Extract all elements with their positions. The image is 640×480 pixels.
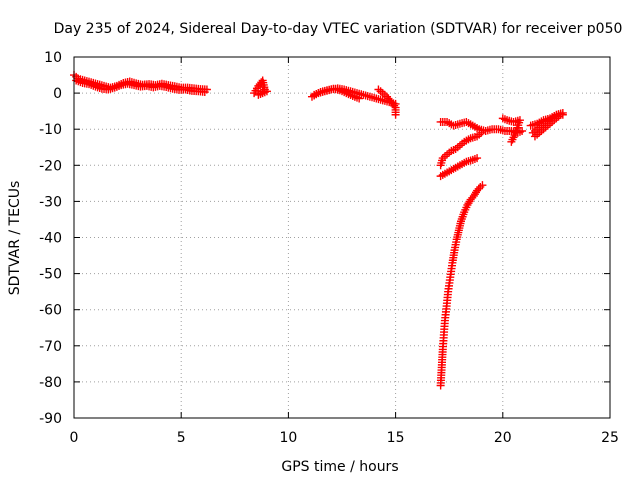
y-axis-label: SDTVAR / TECUs xyxy=(7,181,23,296)
x-tick-label: 0 xyxy=(70,430,79,446)
data-point xyxy=(518,127,527,136)
grid-lines xyxy=(74,57,610,418)
data-points xyxy=(70,71,567,390)
x-tick-label: 20 xyxy=(494,430,512,446)
y-tick-label: -30 xyxy=(39,194,62,210)
y-tick-label: -10 xyxy=(39,122,62,138)
y-tick-label: -50 xyxy=(39,267,62,283)
data-point xyxy=(478,181,487,190)
y-tick-label: -70 xyxy=(39,339,62,355)
axis-ticks: 0 5 10 15 20 25 10 0 -10 -20 -30 -40 -50 -60 -70 -80 -90 xyxy=(39,50,619,446)
data-point xyxy=(477,128,486,137)
y-tick-label: 10 xyxy=(44,50,62,66)
data-point xyxy=(530,132,539,141)
x-tick-label: 10 xyxy=(279,430,297,446)
y-tick-label: -20 xyxy=(39,158,62,174)
data-point xyxy=(355,94,364,103)
y-tick-label: -40 xyxy=(39,231,62,247)
data-point xyxy=(200,88,209,97)
data-point xyxy=(262,87,271,96)
y-tick-label: -80 xyxy=(39,375,62,391)
y-tick-label: -60 xyxy=(39,303,62,319)
data-point xyxy=(390,101,399,110)
chart-title: Day 235 of 2024, Sidereal Day-to-day VTE… xyxy=(54,21,623,37)
data-point xyxy=(473,154,482,163)
data-point xyxy=(474,184,483,193)
x-axis-label: GPS time / hours xyxy=(281,459,398,475)
x-tick-label: 5 xyxy=(177,430,186,446)
data-point xyxy=(391,110,400,119)
x-tick-label: 15 xyxy=(387,430,405,446)
y-tick-label: 0 xyxy=(53,86,62,102)
data-point xyxy=(507,137,516,146)
y-tick-label: -90 xyxy=(39,411,62,427)
x-tick-label: 25 xyxy=(601,430,619,446)
